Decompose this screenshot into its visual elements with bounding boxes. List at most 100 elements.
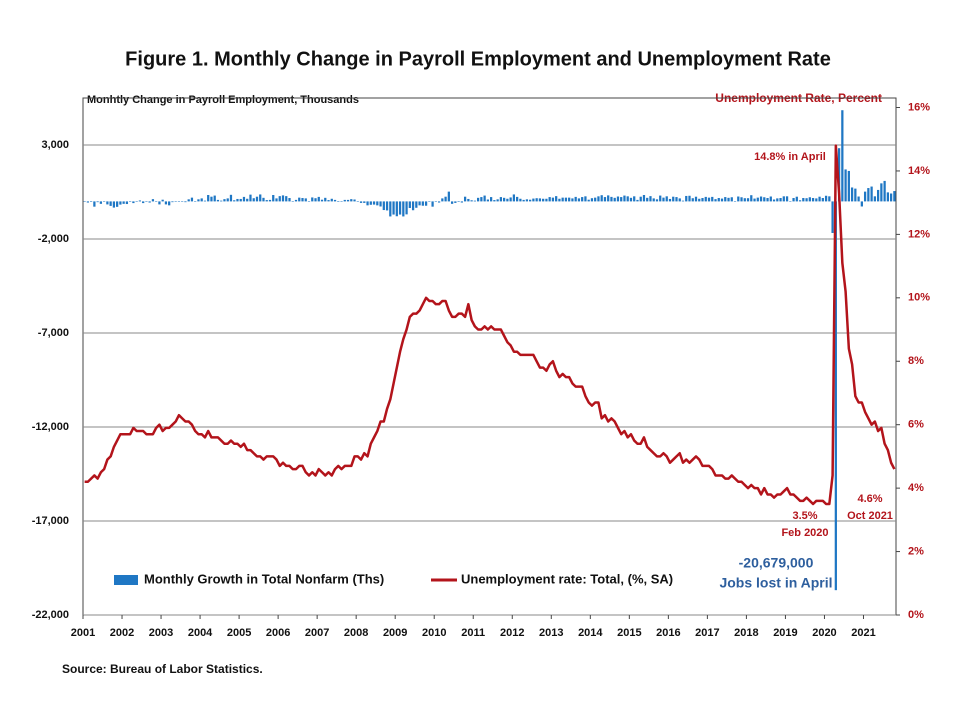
bar [392,201,395,215]
x-tick-label: 2015 [617,627,641,639]
y2-tick-label: 0% [908,609,924,621]
bar [766,198,769,202]
bar [181,201,184,202]
y-tick-label: -22,000 [32,609,69,621]
bar [138,200,142,202]
x-tick-label: 2003 [149,627,173,639]
bar [516,196,519,202]
bar [434,201,437,202]
x-tick-label: 2019 [773,627,797,639]
bar [633,196,636,202]
line [84,144,896,506]
bar [376,201,379,206]
bar [467,198,470,202]
bar [590,198,594,202]
bar [587,199,590,202]
bar [857,196,860,202]
bar [132,201,135,204]
bar [792,198,795,202]
annotation: Feb 2020 [781,527,828,539]
bar [555,196,558,202]
y-tick-label: -2,000 [38,233,69,245]
bar [207,195,210,202]
bar [294,199,298,202]
annotation: 14.8% in April [754,151,826,163]
bar [307,201,311,202]
bar [607,195,610,202]
bar [460,201,463,203]
bar [655,199,659,202]
bar [824,195,828,202]
bar [863,191,867,202]
bar [161,199,164,202]
bar [665,196,668,202]
bar [148,201,151,203]
bar [272,195,275,202]
bar [333,199,337,202]
bar [317,196,320,202]
bar [350,199,353,202]
bar [545,198,548,202]
bar [542,198,545,202]
x-tick-label: 2018 [734,627,758,639]
annotation: Oct 2021 [847,510,893,522]
bar [685,195,688,202]
bar [743,198,746,202]
bar [259,194,262,202]
bar [662,197,665,202]
bar [268,199,272,202]
x-tick-label: 2006 [266,627,290,639]
bar [828,196,831,202]
bar [395,201,398,217]
bar [314,198,317,202]
bar [493,200,496,202]
bar [236,198,239,202]
bar [720,198,724,202]
bar [574,196,577,202]
bar [636,199,639,202]
bar [701,198,704,202]
bar [389,201,392,217]
bar [532,198,535,202]
bar [509,197,512,202]
bar [437,201,441,203]
bar [450,201,454,204]
bar [867,188,870,202]
bar [506,198,509,202]
bar [815,198,818,202]
bar [714,199,717,202]
bar [626,196,629,202]
source-note: Source: Bureau of Labor Statistics. [62,662,263,676]
bar [444,196,447,202]
bar [860,201,863,207]
bar [642,195,646,202]
bar [727,197,730,202]
y-axis-title: Monhtly Change in Payroll Employment, Th… [87,94,359,106]
bar [600,195,603,202]
bar [242,196,246,202]
bar [330,198,333,202]
bar [623,195,626,202]
bar [558,198,561,202]
bar [675,197,678,202]
bar [155,201,158,202]
bar [763,197,766,202]
bar [571,198,574,202]
bar [106,201,109,205]
bar [538,198,542,202]
bar [265,200,268,202]
bar [402,201,405,217]
bar [197,199,200,202]
bar [337,201,340,202]
bar [782,196,785,202]
bar [795,196,798,202]
bar [870,186,873,202]
bar [340,201,343,202]
bar [733,201,737,202]
bar [883,180,886,202]
y2-tick-label: 12% [908,228,930,240]
bar [789,201,792,202]
bar [356,201,359,202]
bar [421,201,424,206]
bar [415,201,418,208]
